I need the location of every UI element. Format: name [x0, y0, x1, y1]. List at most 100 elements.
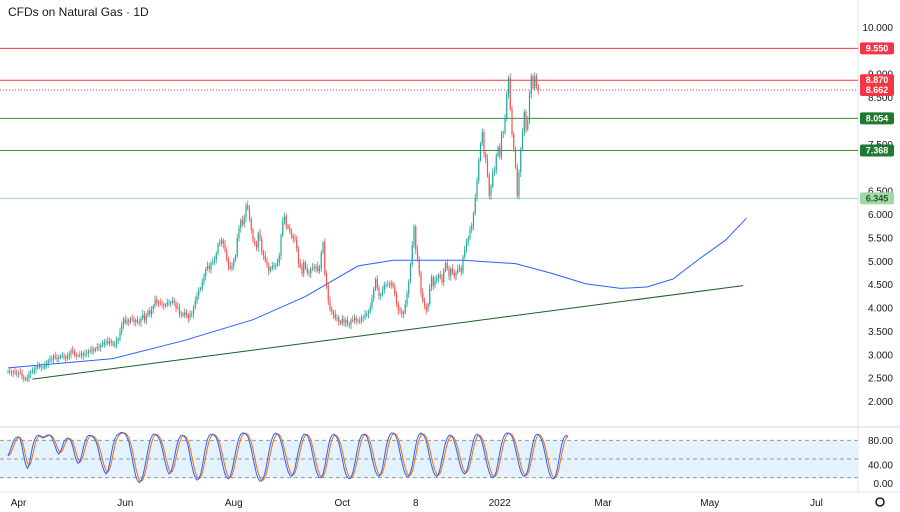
candle-body [115, 339, 118, 346]
candle-body [117, 339, 119, 341]
candle-body [231, 265, 233, 269]
candle-body [110, 341, 112, 343]
candle-body [35, 367, 37, 370]
candle-body [94, 348, 97, 351]
candle-body [93, 349, 95, 351]
candle-body [212, 262, 214, 264]
y-tick-label: 2.500 [868, 374, 893, 385]
candle-body [98, 346, 100, 348]
candle-body [439, 275, 441, 278]
candle-body [152, 306, 154, 309]
candle-body [388, 284, 391, 286]
candle-body [313, 267, 315, 269]
candle-body [129, 318, 132, 323]
candle-body [63, 355, 65, 357]
level-badge-label: 6.345 [866, 193, 889, 203]
candle-body [371, 298, 373, 308]
candle-body [31, 371, 34, 373]
candle-body [472, 213, 475, 226]
candle-body [381, 290, 384, 295]
candle-body [138, 322, 140, 323]
candle-body [23, 376, 25, 379]
candle-body [303, 262, 305, 274]
candle-body [12, 371, 14, 373]
x-tick-label: Jun [117, 498, 133, 509]
candle-body [402, 312, 405, 315]
candle-body [492, 172, 494, 187]
candle-body [227, 258, 230, 267]
candle-body [105, 341, 107, 343]
level-badge [860, 192, 894, 205]
x-tick-label: Jul [810, 498, 823, 509]
candle-body [58, 357, 60, 360]
candle-body [9, 371, 11, 373]
candle-body [514, 148, 517, 168]
candle-body [317, 266, 319, 272]
candle-body [233, 260, 235, 266]
candle-body [294, 238, 296, 240]
candle-body [33, 369, 35, 372]
candle-body [280, 235, 282, 256]
candle-body [77, 355, 79, 357]
candle-body [434, 280, 436, 286]
trendline [32, 285, 744, 380]
candle-body [506, 94, 508, 119]
candle-body [520, 148, 522, 173]
candle-body [495, 155, 497, 171]
candle-body [213, 259, 216, 263]
candle-body [458, 267, 461, 270]
candle-body [243, 217, 245, 225]
candle-body [264, 255, 266, 261]
candle-body [121, 324, 123, 332]
candle-body [170, 302, 172, 304]
candle-body [219, 243, 221, 244]
level-badge [860, 144, 894, 157]
candle-body [255, 243, 258, 248]
candle-body [415, 226, 417, 250]
candle-body [178, 307, 181, 315]
candle-body [177, 307, 179, 309]
candle-body [308, 272, 310, 274]
candle-body [465, 241, 468, 250]
candle-body [38, 366, 41, 367]
gear-icon[interactable] [875, 497, 885, 507]
candle-body [101, 344, 104, 346]
y-tick-label: 4.500 [868, 280, 893, 291]
candle-body [205, 268, 207, 276]
candle-body [283, 216, 286, 222]
candle-body [292, 235, 294, 239]
candle-body [45, 363, 48, 366]
candle-body [374, 279, 377, 290]
candle-body [334, 314, 336, 319]
candle-body [56, 357, 58, 360]
candle-body [357, 320, 359, 322]
chart-title: CFDs on Natural Gas · 1D [8, 5, 149, 19]
candle-body [201, 282, 203, 289]
candle-body [332, 311, 335, 315]
candle-body [502, 132, 504, 134]
candle-body [173, 301, 175, 303]
level-badge [860, 74, 894, 87]
level-badge-label: 7.368 [866, 145, 889, 155]
candle-body [241, 220, 244, 225]
candle-body [131, 318, 133, 320]
oscillator-tick-label: 40.00 [868, 461, 893, 472]
candle-body [523, 112, 525, 133]
candle-body [297, 248, 300, 264]
candle-body [68, 354, 70, 357]
candle-body [285, 216, 287, 226]
candle-body [338, 317, 340, 322]
candle-body [59, 355, 62, 358]
candle-body [485, 153, 487, 159]
candle-body [306, 268, 308, 273]
candle-body [49, 359, 51, 361]
y-tick-label: 3.000 [868, 350, 893, 361]
candle-body [427, 303, 429, 311]
x-tick-label: Oct [334, 498, 350, 509]
candle-body [72, 350, 74, 353]
x-tick-label: Aug [225, 498, 243, 509]
candle-body [222, 240, 224, 244]
candle-body [271, 265, 273, 269]
candle-body [390, 282, 392, 285]
